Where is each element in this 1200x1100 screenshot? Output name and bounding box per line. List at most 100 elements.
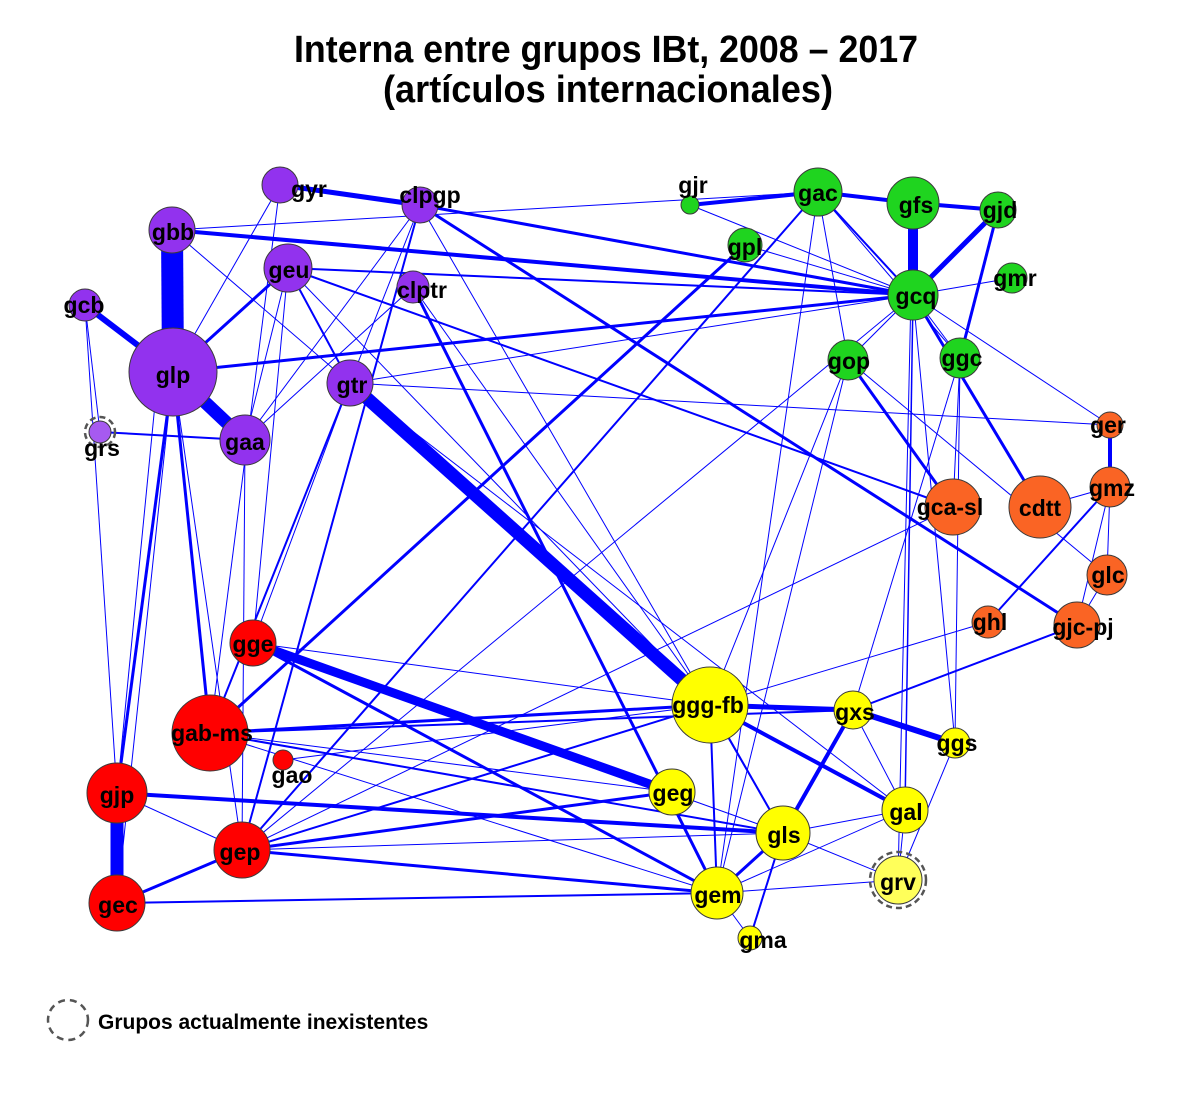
edge-glp-gjp xyxy=(115,371,175,794)
node-label-gbb: gbb xyxy=(152,219,194,245)
node-label-ggc: ggc xyxy=(942,345,983,371)
edge-gtr-gab-ms xyxy=(209,382,351,734)
node-gxs xyxy=(833,690,873,730)
node-cdtt xyxy=(1008,475,1072,539)
node-clpgp xyxy=(401,186,439,224)
title-line-1: Interna entre grupos IBt, 2008 – 2017 xyxy=(294,29,918,71)
edge-gop-glc xyxy=(847,359,1108,576)
node-label-ggs: ggs xyxy=(937,730,978,756)
node-label-gem: gem xyxy=(694,882,741,908)
node-gab-ms xyxy=(171,694,249,772)
node-label-gab-ms: gab-ms xyxy=(171,720,253,746)
edge-gem-grv xyxy=(716,879,899,894)
node-gep xyxy=(213,821,271,879)
edge-clpgp-gjc-pj xyxy=(419,203,1078,627)
node-ger xyxy=(1096,411,1124,439)
node-label-clpgp: clpgp xyxy=(399,182,460,208)
node-label-gal: gal xyxy=(889,799,922,825)
edge-gab-ms-gls xyxy=(209,732,784,834)
edge-gop-ggg-fb xyxy=(709,359,849,706)
node-ggc xyxy=(939,337,981,379)
edge-gmz-gjc-pj xyxy=(1076,486,1111,626)
node-geu xyxy=(263,243,313,293)
node-gpl xyxy=(727,227,763,263)
labels-layer: gyr clpgp gbb geu clptr gcb glp gtr gaa grs gjr gac… xyxy=(64,172,1135,953)
edge-glp-gec xyxy=(116,371,174,904)
node-gao xyxy=(272,749,294,771)
node-gyr xyxy=(261,166,299,204)
node-gjd xyxy=(979,191,1017,229)
edge-gpl-gcq xyxy=(744,244,914,296)
edge-clptr-ggg-fb xyxy=(412,286,711,706)
node-gjc-pj xyxy=(1053,601,1101,649)
edge-gop-gca-sl xyxy=(846,359,955,508)
node-label-gcq: gcq xyxy=(896,283,937,309)
node-gem xyxy=(690,866,744,920)
legend: Grupos actualmente inexistentes xyxy=(46,998,428,1042)
node-label-gec: gec xyxy=(98,892,138,918)
title-line-2: (artículos internacionales) xyxy=(383,69,833,111)
node-label-cdtt: cdtt xyxy=(1019,495,1062,521)
edge-gbb-gac xyxy=(171,191,819,231)
edge-gtr-ger xyxy=(349,382,1111,426)
node-gcb xyxy=(68,288,102,322)
node-ggs xyxy=(939,727,971,759)
edge-gbb-gjp xyxy=(116,229,173,794)
node-label-gjp: gjp xyxy=(100,782,135,808)
node-label-gao: gao xyxy=(272,762,313,788)
edge-gao-ggg-fb xyxy=(282,704,711,761)
node-glc xyxy=(1086,554,1128,596)
node-label-gtr: gtr xyxy=(337,372,368,398)
node-gls xyxy=(755,805,811,861)
edge-gep-gls xyxy=(241,832,784,851)
edge-gep-ggg-fb xyxy=(241,704,711,851)
node-label-gac: gac xyxy=(798,180,838,206)
edge-gtr-gal xyxy=(349,382,906,811)
edge-clpgp-gep xyxy=(241,204,421,851)
node-label-gls: gls xyxy=(767,822,800,848)
edge-gcq-gal xyxy=(904,294,914,811)
edge-glp-gcq xyxy=(172,293,914,374)
edge-gge-gls xyxy=(252,642,784,834)
edge-gab-ms-geg xyxy=(209,732,673,793)
node-label-gep: gep xyxy=(220,839,261,865)
edge-clptr-gaa xyxy=(244,286,414,441)
edge-gcq-ger xyxy=(912,294,1111,426)
edge-gac-gop xyxy=(817,191,849,361)
edge-gtr-gge xyxy=(252,382,351,644)
edge-gcb-grs xyxy=(84,304,101,433)
edge-clpgp-gtr xyxy=(349,204,421,384)
edge-ggc-gxs xyxy=(852,357,961,711)
edge-gcb-gjp xyxy=(84,304,118,794)
edge-glp-gab-ms xyxy=(171,371,212,734)
edge-ggc-ggs xyxy=(954,357,961,744)
node-label-ggg-fb: ggg-fb xyxy=(672,692,744,718)
extinct-ring-grs xyxy=(83,415,117,449)
edge-gtr-gcq xyxy=(349,294,914,384)
extinct-ring-grv xyxy=(868,850,928,910)
node-gec xyxy=(88,874,146,932)
edge-gpl-gab-ms xyxy=(208,243,747,735)
node-ghl xyxy=(971,605,1005,639)
edge-gab-ms-gem xyxy=(209,732,718,894)
node-gmr xyxy=(996,262,1028,294)
node-gca-sl xyxy=(924,478,982,536)
node-label-gmz: gmz xyxy=(1089,475,1135,501)
node-label-gfs: gfs xyxy=(899,192,934,218)
edge-gop-gem xyxy=(716,359,849,894)
node-gmz xyxy=(1089,466,1131,508)
node-label-gmr: gmr xyxy=(993,265,1037,291)
node-gal xyxy=(881,786,929,834)
node-grs xyxy=(88,420,112,444)
edge-gmz-ghl xyxy=(987,486,1111,623)
node-label-gaa: gaa xyxy=(225,429,265,455)
nodes-layer xyxy=(68,166,1131,951)
edge-geu-ggg-fb xyxy=(287,267,711,706)
node-label-clptr: clptr xyxy=(397,277,447,303)
edge-geu-gcq xyxy=(287,267,914,296)
edge-gac-gem xyxy=(716,191,819,894)
node-gaa xyxy=(219,414,271,466)
node-label-gge: gge xyxy=(233,631,274,657)
legend-dashed-circle-icon xyxy=(46,998,90,1042)
